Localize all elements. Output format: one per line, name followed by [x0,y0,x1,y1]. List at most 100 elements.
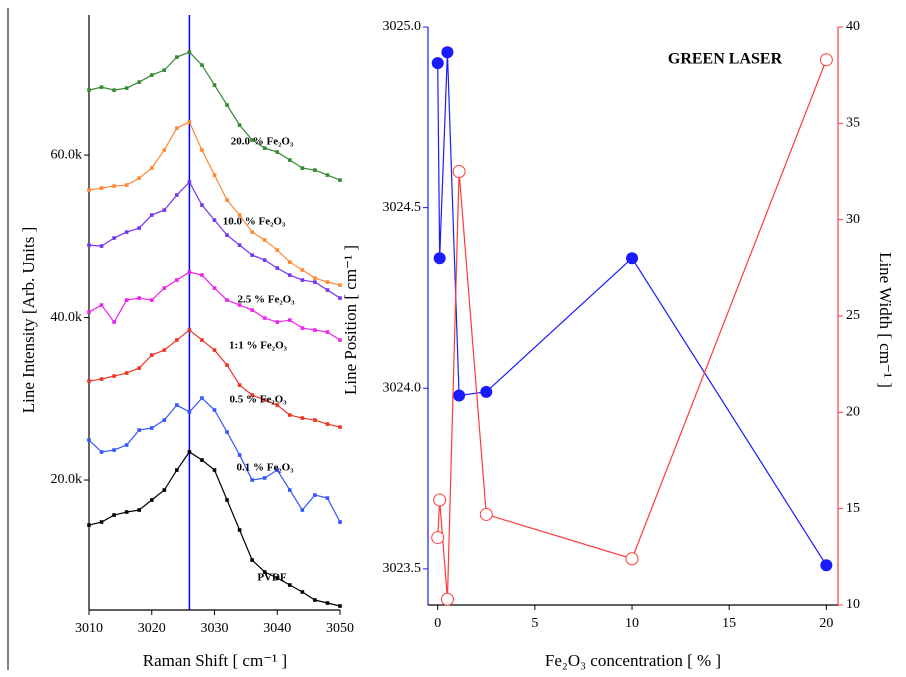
point [313,418,317,422]
annotation: GREEN LASER [668,51,783,68]
point [325,330,330,334]
y-axis-label: Line Position [ cm⁻¹ ] [341,245,360,395]
point [237,243,242,247]
point [200,458,204,462]
point [300,278,305,282]
point [300,416,305,420]
point [200,203,204,207]
point [99,450,104,454]
point [112,320,116,324]
point [819,53,833,67]
y-tick-label: 3025.0 [383,19,422,34]
point [325,288,330,292]
y-tick-label: 60.0k [51,147,83,162]
point [149,73,154,77]
point [137,428,141,432]
point [433,252,446,265]
y2-tick-label: 15 [846,501,860,516]
point [99,186,104,190]
point [433,493,447,507]
point [162,488,167,492]
point [820,559,833,572]
series-label: 2.5 % Fe₂O₃ [237,294,295,306]
point [124,86,129,90]
point [275,248,280,252]
point [149,353,154,357]
point [87,310,91,314]
point [112,374,116,378]
point [99,377,104,381]
point [262,398,267,402]
point [137,226,141,230]
point [137,80,141,84]
point [262,238,267,242]
point [99,244,104,248]
point [325,422,330,426]
point [175,403,179,407]
point [275,468,280,472]
point [325,496,330,500]
point [288,583,292,587]
series-label: 10.0 % Fe₂O₃ [223,216,286,228]
point [87,379,91,383]
point [124,510,129,514]
point [187,328,192,332]
point [300,268,305,272]
point [212,173,217,177]
point [313,598,317,602]
point [225,198,229,202]
point [300,508,305,512]
point [187,270,192,274]
point [262,316,267,320]
point [149,166,154,170]
point [338,296,342,300]
point [325,601,330,605]
point [87,88,91,92]
y2-tick-label: 10 [846,597,860,612]
point [237,123,242,127]
point [187,50,192,54]
point [200,338,204,342]
point [87,243,91,247]
point [313,168,317,172]
point [162,68,167,72]
point [175,338,179,342]
point [112,448,116,452]
x-tick-label: 20 [819,616,833,631]
point [162,286,167,290]
point [87,188,91,192]
point [250,478,254,482]
point [288,273,292,277]
point [212,468,217,472]
point [112,184,116,188]
point [250,230,254,234]
y2-tick-label: 25 [846,308,860,323]
point [338,178,342,182]
point [99,85,104,89]
series-line [88,329,341,428]
point [288,260,292,264]
series-label: 1:1 % Fe₂O₃ [229,340,288,352]
point [262,258,267,262]
x-tick-label: 3050 [326,621,354,636]
x-tick-label: 3010 [75,621,103,636]
point [212,83,217,87]
point [200,396,204,400]
point [175,55,179,59]
point [162,418,167,422]
point [237,528,242,532]
point [137,296,141,300]
point [480,385,493,398]
point [325,280,330,284]
point [162,348,167,352]
point [452,165,466,178]
point [225,103,229,107]
x-tick-label: 3020 [138,621,166,636]
y2-axis-label: Line Width [ cm⁻¹ ] [876,252,895,388]
point [175,468,179,472]
point [137,508,141,512]
point [149,498,154,502]
point [187,180,192,184]
point [275,150,280,154]
